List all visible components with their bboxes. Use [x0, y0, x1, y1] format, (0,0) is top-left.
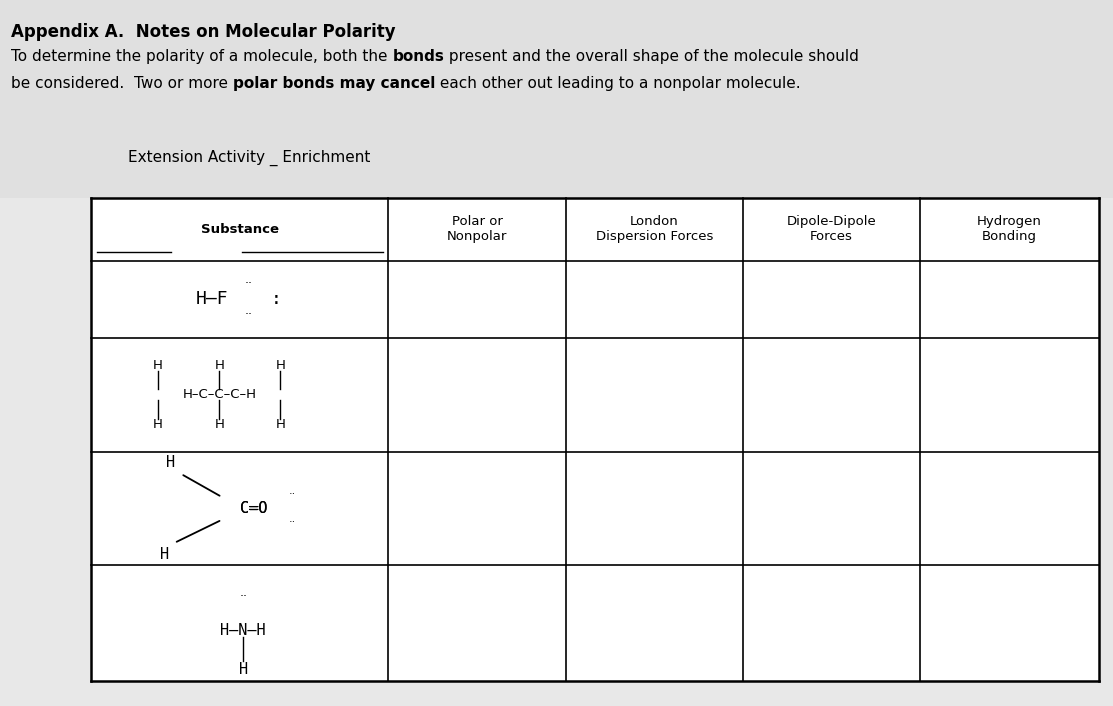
Text: C═O: C═O [239, 501, 267, 516]
Text: ··: ·· [245, 277, 253, 290]
Bar [91, 198, 1099, 681]
Text: H: H [159, 546, 169, 562]
Text: be considered.  Two or more: be considered. Two or more [11, 76, 233, 90]
Text: Extension Activity _ Enrichment: Extension Activity _ Enrichment [128, 150, 371, 166]
Text: London
Dispersion Forces: London Dispersion Forces [595, 215, 713, 243]
Text: ··: ·· [245, 309, 253, 321]
Text: H: H [215, 418, 224, 431]
Text: polar bonds may cancel: polar bonds may cancel [233, 76, 435, 90]
Bar [0, 0, 1113, 198]
Text: H: H [238, 662, 248, 676]
Text: Substance: Substance [200, 222, 279, 236]
Text: ··: ·· [288, 489, 296, 499]
Text: ··: ·· [239, 590, 247, 603]
Text: ··: ·· [288, 517, 296, 527]
Text: each other out leading to a nonpolar molecule.: each other out leading to a nonpolar mol… [435, 76, 801, 90]
Text: present and the overall shape of the molecule should: present and the overall shape of the mol… [444, 49, 859, 64]
Text: H: H [166, 455, 176, 470]
Text: H: H [276, 359, 285, 371]
Text: H–N–H: H–N–H [220, 623, 266, 638]
Text: Dipole-Dipole
Forces: Dipole-Dipole Forces [787, 215, 876, 243]
Text: C=O: C=O [239, 501, 267, 516]
Text: Hydrogen
Bonding: Hydrogen Bonding [976, 215, 1042, 243]
Text: H: H [154, 359, 162, 371]
Text: To determine the polarity of a molecule, both the: To determine the polarity of a molecule,… [11, 49, 393, 64]
Text: H: H [154, 418, 162, 431]
Text: H: H [276, 418, 285, 431]
Text: H: H [215, 359, 224, 371]
Text: bonds: bonds [393, 49, 444, 64]
Text: :: : [272, 290, 282, 309]
Text: H–F: H–F [196, 290, 228, 309]
Text: H–C–C–C–H: H–C–C–C–H [183, 388, 256, 401]
Text: Polar or
Nonpolar: Polar or Nonpolar [446, 215, 508, 243]
Text: Appendix A.  Notes on Molecular Polarity: Appendix A. Notes on Molecular Polarity [11, 23, 396, 41]
